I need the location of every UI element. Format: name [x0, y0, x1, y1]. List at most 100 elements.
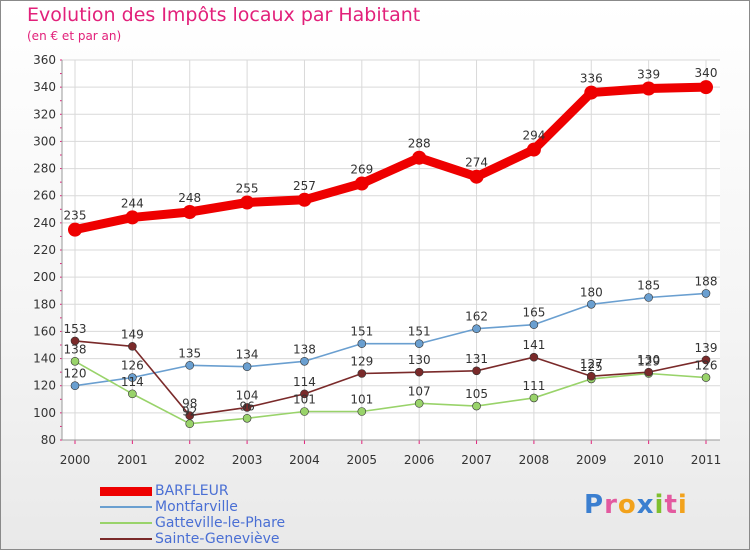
- data-point: [297, 192, 312, 207]
- x-tick-label: 2003: [232, 453, 263, 467]
- data-label: 127: [580, 357, 603, 371]
- data-label: 244: [121, 196, 144, 210]
- data-label: 248: [178, 191, 201, 205]
- data-label: 135: [178, 346, 201, 360]
- data-label: 151: [408, 325, 431, 339]
- data-label: 138: [64, 342, 87, 356]
- data-point: [128, 389, 137, 399]
- data-label: 255: [236, 182, 259, 196]
- y-tick-label: 240: [33, 216, 56, 230]
- data-label: 101: [293, 393, 316, 407]
- legend-label: BARFLEUR: [155, 483, 229, 499]
- x-tick-label: 2006: [404, 453, 435, 467]
- data-point: [414, 339, 424, 348]
- data-label: 134: [236, 348, 259, 362]
- data-label: 129: [350, 355, 373, 369]
- data-point: [240, 195, 255, 210]
- data-point: [185, 419, 195, 429]
- data-point: [242, 413, 252, 423]
- data-label: 111: [522, 379, 545, 393]
- legend-swatch: [100, 486, 152, 496]
- logo-letter: P: [584, 490, 605, 520]
- series-line-1: [74, 292, 707, 387]
- legend-swatch: [100, 538, 152, 540]
- data-point: [586, 371, 596, 381]
- data-point: [357, 407, 367, 416]
- y-tick-label: 320: [33, 107, 56, 121]
- data-label: 235: [64, 209, 87, 223]
- data-point: [414, 367, 424, 377]
- chart-subtitle: (en € et par an): [27, 29, 122, 43]
- data-label: 339: [637, 68, 660, 82]
- x-tick-label: 2011: [691, 453, 722, 467]
- x-tick-label: 2000: [60, 453, 91, 467]
- y-tick-label: 220: [33, 243, 56, 257]
- data-point: [182, 205, 197, 219]
- data-label: 126: [695, 359, 718, 373]
- data-label: 151: [350, 325, 373, 339]
- data-point: [125, 210, 140, 225]
- data-point: [469, 169, 484, 184]
- data-point: [70, 381, 80, 391]
- data-point: [529, 393, 539, 403]
- data-label: 129: [637, 355, 660, 369]
- y-tick-label: 340: [33, 80, 56, 94]
- y-tick-label: 160: [33, 324, 56, 338]
- data-label: 130: [637, 353, 660, 367]
- data-point: [354, 176, 369, 191]
- y-tick-label: 280: [33, 162, 56, 176]
- y-tick-label: 300: [33, 134, 56, 148]
- data-label: 98: [182, 397, 197, 411]
- logo-letter: i: [677, 490, 688, 520]
- data-point: [472, 366, 481, 376]
- x-tick-label: 2005: [347, 453, 378, 467]
- data-label: 180: [580, 285, 603, 299]
- data-point: [529, 320, 539, 329]
- data-label: 92: [182, 405, 197, 419]
- data-label: 153: [64, 322, 87, 336]
- data-label: 125: [580, 360, 603, 374]
- data-point: [242, 403, 252, 412]
- data-point: [701, 355, 711, 365]
- logo-letter: x: [636, 490, 655, 520]
- legend-swatch: [100, 522, 152, 524]
- data-label: 188: [695, 274, 718, 288]
- series-line-2: [74, 360, 707, 425]
- data-point: [70, 336, 80, 346]
- data-label: 340: [695, 66, 718, 80]
- x-tick-label: 2008: [519, 453, 550, 467]
- y-tick-label: 100: [33, 406, 56, 420]
- series-line-0: [70, 82, 711, 235]
- y-tick-label: 80: [41, 433, 56, 447]
- data-label: 257: [293, 179, 316, 193]
- data-point: [644, 367, 653, 377]
- legend-label: Sainte-Geneviève: [155, 531, 280, 547]
- data-label: 294: [522, 129, 545, 143]
- data-label: 120: [64, 367, 87, 381]
- data-label: 96: [239, 399, 254, 413]
- data-label: 162: [465, 310, 488, 324]
- data-label: 114: [293, 375, 316, 389]
- x-tick-label: 2010: [633, 453, 664, 467]
- data-point: [357, 369, 367, 378]
- data-point: [414, 399, 424, 408]
- data-point: [242, 362, 252, 372]
- data-label: 130: [408, 353, 431, 367]
- data-point: [701, 289, 711, 298]
- x-tick-label: 2001: [117, 453, 148, 467]
- logo-letter: t: [664, 490, 678, 520]
- legend-swatch: [100, 506, 152, 508]
- chart-title: Evolution des Impôts locaux par Habitant: [27, 4, 421, 26]
- data-label: 165: [522, 306, 545, 320]
- x-tick-label: 2009: [576, 453, 607, 467]
- data-label: 104: [236, 388, 259, 402]
- data-point: [300, 389, 309, 399]
- data-point: [357, 339, 367, 348]
- logo-letter: o: [617, 490, 637, 520]
- data-point: [701, 373, 711, 382]
- data-label: 288: [408, 137, 431, 151]
- y-tick-label: 120: [33, 379, 56, 393]
- data-label: 105: [465, 387, 488, 401]
- data-label: 131: [465, 352, 488, 366]
